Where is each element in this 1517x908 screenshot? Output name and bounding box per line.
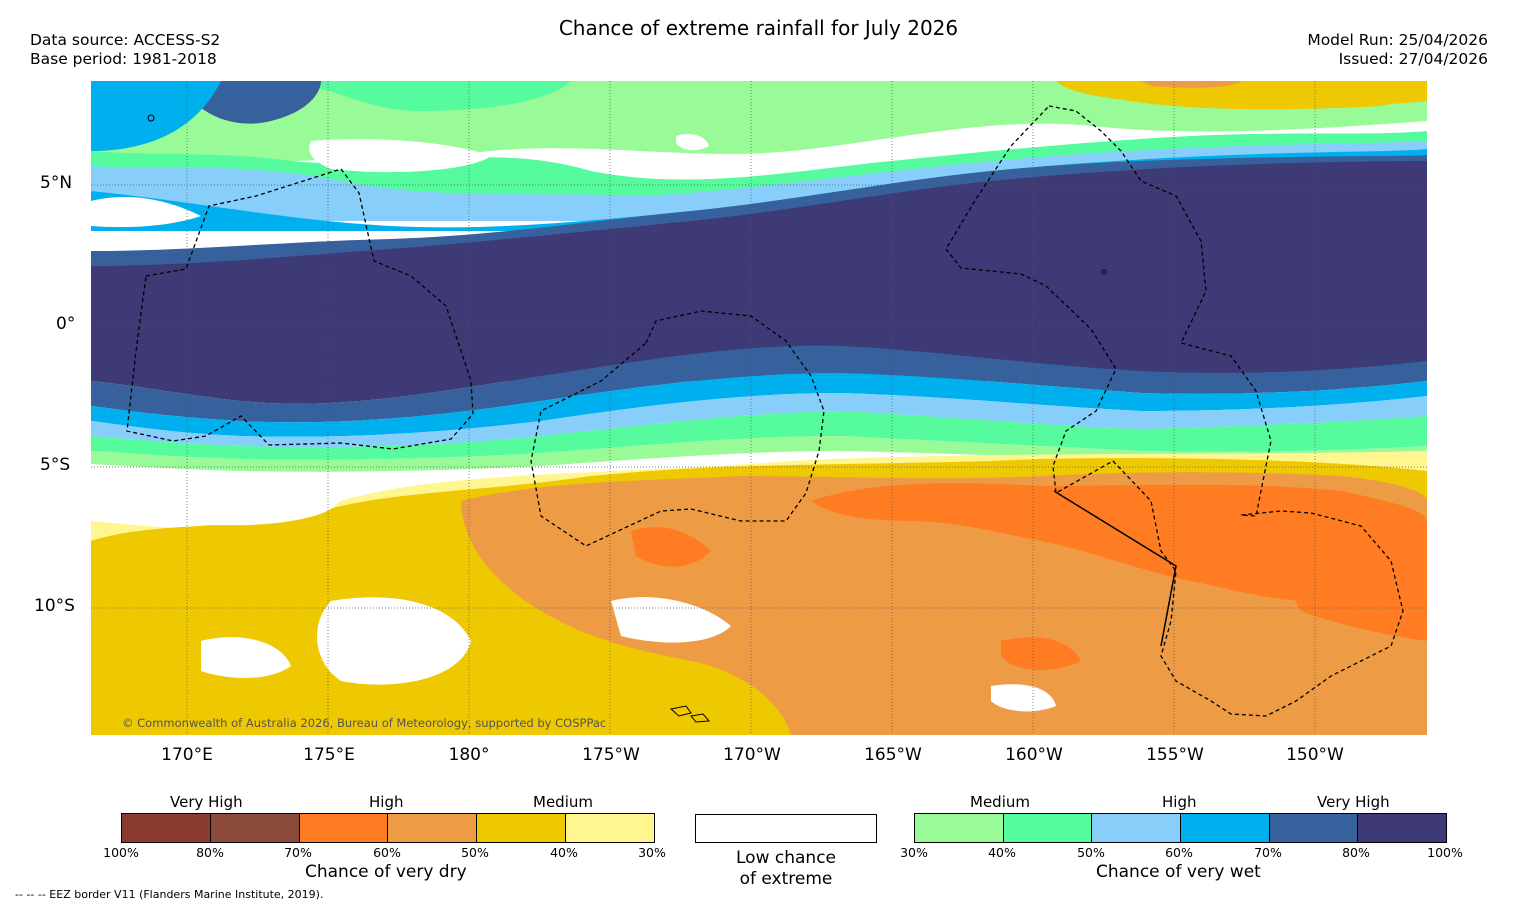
eez-phoenix	[530, 310, 825, 547]
eez-border-note: -- -- -- EEZ border V11 (Flanders Marine…	[15, 888, 324, 901]
lat-label-5n: 5°N	[40, 173, 73, 193]
map-canvas	[91, 81, 1427, 735]
wet-tick: 30%	[900, 845, 928, 860]
lon-label-160w: 160°W	[1005, 745, 1063, 765]
low-chance-line1: Low chance	[736, 848, 836, 868]
model-run: Model Run: 25/04/2026	[1307, 31, 1488, 49]
low-chance-patch-4	[201, 637, 291, 678]
copyright-note: © Commonwealth of Australia 2026, Bureau…	[122, 716, 607, 730]
lon-label-180: 180°	[448, 745, 490, 765]
wet-heading-medium: Medium	[970, 793, 1030, 811]
wet-swatch-70-80	[1269, 814, 1359, 842]
graticule	[91, 81, 1427, 735]
wet-swatch-60-70	[1181, 814, 1270, 842]
lat-label-5s: 5°S	[40, 455, 71, 475]
low-chance-swatch	[695, 814, 877, 843]
dry-heading-medium: Medium	[533, 793, 593, 811]
wet-tick: 100%	[1427, 845, 1463, 860]
wet-60-band-south	[91, 373, 1427, 437]
islands	[147, 114, 1107, 723]
wet-heading-very-high: Very High	[1317, 793, 1390, 811]
dry-legend-title: Chance of very dry	[305, 862, 467, 882]
wet-colorbar	[914, 813, 1447, 843]
wet-very-high-core	[91, 161, 1427, 404]
dry-swatch-100-80	[122, 814, 211, 842]
lon-label-175w: 175°W	[582, 745, 640, 765]
wet-30-band-south	[91, 436, 1427, 472]
dry-heading-very-high: Very High	[170, 793, 243, 811]
wet-swatch-40-50	[1003, 814, 1093, 842]
low-chance-north-2	[91, 196, 201, 228]
wet-swatch-50-60	[1092, 814, 1182, 842]
lat-label-10s: 10°S	[34, 596, 75, 616]
dry-tick: 40%	[550, 845, 578, 860]
low-chance-patch-3	[611, 597, 731, 643]
low-chance-label: Low chance of extreme	[695, 848, 877, 890]
dry-tick: 80%	[196, 845, 224, 860]
dry-40-top	[1056, 81, 1427, 110]
wet-70-band-south	[91, 345, 1427, 423]
dry-60-patch-2	[1001, 637, 1081, 671]
dry-tick: 100%	[103, 845, 139, 860]
wet-40-band-south	[91, 411, 1427, 460]
wet-heading-high: High	[1162, 793, 1197, 811]
base-period: Base period: 1981-2018	[30, 50, 217, 68]
wet-40-band	[91, 81, 571, 111]
low-chance-line2: of extreme	[739, 869, 833, 889]
low-chance-patch-2	[317, 597, 471, 685]
eez-tuvalu-kiribati	[126, 168, 474, 450]
wet-tick: 80%	[1342, 845, 1370, 860]
low-chance-north-1	[309, 139, 491, 173]
run-info: Model Run: 25/04/2026 Issued: 27/04/2026	[1307, 31, 1488, 69]
dry-50-top	[1141, 81, 1241, 88]
boundary-line	[1053, 490, 1177, 647]
dry-swatch-60-50	[388, 814, 478, 842]
dry-60-patch-3	[1284, 521, 1427, 641]
dry-swatch-50-40	[477, 814, 567, 842]
lat-label-0: 0°	[56, 314, 76, 334]
dry-swatch-70-60	[299, 814, 389, 842]
dry-heading-high: High	[369, 793, 404, 811]
data-source: Data source: ACCESS-S2	[30, 31, 221, 49]
wet-swatch-30-40	[915, 814, 1004, 842]
wet-60-patch	[91, 81, 221, 151]
lon-label-155w: 155°W	[1146, 745, 1204, 765]
data-source-info: Data source: ACCESS-S2 Base period: 1981…	[30, 31, 220, 69]
dry-colorbar	[121, 813, 655, 843]
map-title: Chance of extreme rainfall for July 2026	[558, 16, 959, 40]
wet-tick: 50%	[1077, 845, 1105, 860]
dry-tick: 70%	[284, 845, 312, 860]
eez-borders	[126, 105, 1404, 717]
wet-swatch-80-100	[1358, 814, 1447, 842]
lon-label-150w: 150°W	[1286, 745, 1344, 765]
low-chance-patch-1	[91, 473, 339, 526]
eez-line-islands	[945, 105, 1404, 717]
low-chance-patch-5	[991, 684, 1056, 712]
lon-label-165w: 165°W	[864, 745, 922, 765]
lon-label-175e: 175°E	[303, 745, 355, 765]
lon-label-170w: 170°W	[723, 745, 781, 765]
wet-tick: 60%	[1165, 845, 1193, 860]
dry-tick: 30%	[638, 845, 666, 860]
wet-tick: 70%	[1254, 845, 1282, 860]
dry-tick: 50%	[461, 845, 489, 860]
wet-tick: 40%	[988, 845, 1016, 860]
lon-label-170e: 170°E	[161, 745, 213, 765]
dry-swatch-40-30	[566, 814, 654, 842]
wet-50-band-south	[91, 393, 1427, 448]
dry-60-region-east	[811, 483, 1427, 641]
low-chance-north-3	[676, 134, 709, 151]
issued-date: Issued: 27/04/2026	[1338, 50, 1488, 68]
dry-60-patch	[631, 527, 711, 567]
rainfall-map	[91, 81, 1427, 735]
wet-legend-title: Chance of very wet	[1096, 862, 1261, 882]
dry-swatch-80-70	[210, 814, 300, 842]
dry-tick: 60%	[373, 845, 401, 860]
